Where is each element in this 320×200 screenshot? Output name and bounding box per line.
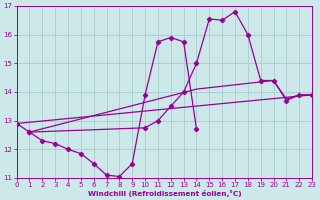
X-axis label: Windchill (Refroidissement éolien,°C): Windchill (Refroidissement éolien,°C) [88,190,241,197]
